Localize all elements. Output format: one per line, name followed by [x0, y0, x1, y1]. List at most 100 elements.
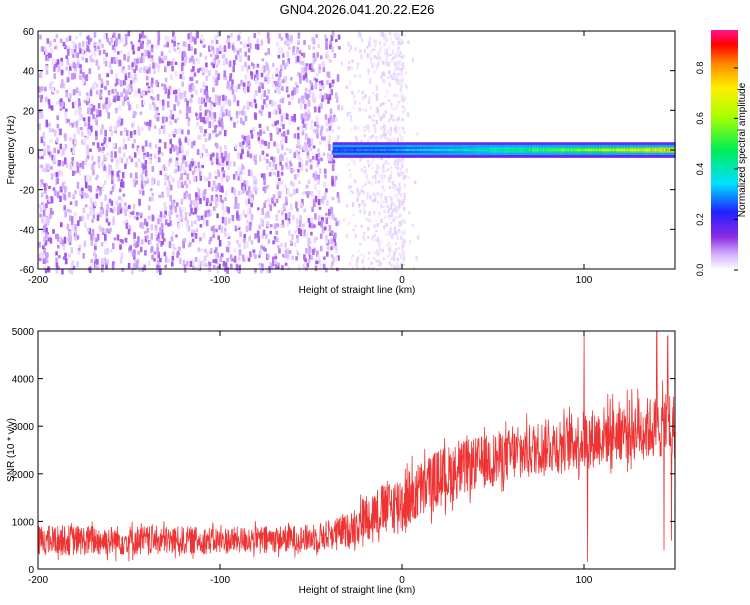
- spectrogram-cell: [247, 140, 251, 146]
- spectrogram-cell: [123, 54, 126, 61]
- spectrogram-cell: [375, 238, 378, 242]
- signal-band-cell: [538, 148, 541, 152]
- spectrogram-cell: [145, 221, 149, 227]
- spectrogram-cell: [313, 84, 316, 90]
- spectrogram-cell: [327, 213, 331, 219]
- signal-band-cell: [444, 148, 448, 152]
- spectrogram-ytick-label: 20: [23, 106, 35, 117]
- spectrogram-cell: [168, 180, 171, 187]
- spectrogram-cell: [382, 60, 385, 63]
- spectrogram-cell: [373, 124, 376, 127]
- spectrogram-cell: [57, 149, 60, 154]
- spectrogram-cell: [292, 215, 295, 221]
- spectrogram-cell: [299, 215, 302, 221]
- signal-band-cell: [577, 148, 580, 152]
- spectrogram-cell: [328, 224, 332, 232]
- spectrogram-cell: [253, 99, 257, 103]
- spectrogram-cell: [225, 40, 229, 44]
- spectrogram-cell: [134, 73, 137, 80]
- spectrogram-cell: [325, 235, 328, 240]
- signal-band-cell: [424, 148, 427, 152]
- spectrogram-cell: [280, 123, 283, 127]
- spectrogram-cell: [416, 131, 419, 136]
- spectrogram-cell: [135, 172, 138, 179]
- spectrogram-cell: [171, 256, 175, 261]
- spectrogram-cell: [63, 180, 66, 185]
- spectrogram-cell: [300, 113, 304, 121]
- spectrogram-cell: [401, 219, 404, 222]
- spectrogram-cell: [388, 118, 391, 123]
- signal-band-cell: [382, 148, 385, 152]
- spectrogram-cell: [155, 229, 158, 235]
- signal-band-cell: [373, 148, 376, 152]
- spectrogram-cell: [322, 196, 325, 202]
- spectrogram-cell: [84, 204, 88, 208]
- spectrogram-cell: [284, 213, 288, 220]
- spectrogram-cell: [267, 198, 270, 203]
- spectrogram-cell: [381, 134, 384, 138]
- spectrogram-cell: [122, 100, 125, 106]
- spectrogram-cell: [41, 217, 44, 224]
- spectrogram-cell: [407, 40, 410, 44]
- spectrogram-cell: [190, 200, 193, 205]
- spectrogram-cell: [40, 136, 44, 143]
- spectrogram-cell: [221, 162, 225, 167]
- spectrogram-cell: [224, 197, 227, 202]
- spectrogram-cell: [64, 144, 68, 149]
- spectrogram-cell: [94, 47, 97, 52]
- spectrogram-cell: [298, 73, 302, 78]
- spectrogram-cell: [70, 268, 74, 275]
- spectrogram-cell: [374, 174, 377, 179]
- spectrogram-cell: [192, 58, 196, 65]
- spectrogram-cell: [85, 158, 88, 163]
- spectrogram-cell: [110, 37, 113, 44]
- signal-band-cell: [552, 148, 555, 152]
- spectrogram-cell: [89, 148, 92, 152]
- spectrogram-cell: [55, 233, 58, 240]
- spectrogram-cell: [395, 76, 398, 80]
- spectrogram-cell: [360, 168, 363, 172]
- spectrogram-cell: [303, 113, 306, 118]
- spectrogram-cell: [369, 136, 373, 140]
- spectrogram-cell: [207, 209, 210, 213]
- spectrogram-cell: [164, 219, 168, 226]
- spectrogram-cell: [383, 73, 386, 77]
- spectrogram-cell: [373, 55, 376, 59]
- spectrogram-cell: [389, 232, 392, 235]
- spectrogram-cell: [227, 176, 231, 181]
- spectrogram-cell: [150, 44, 154, 50]
- spectrogram-cell: [308, 159, 312, 163]
- spectrogram-cell: [350, 118, 353, 122]
- spectrogram-cell: [60, 69, 64, 76]
- spectrogram-cell: [367, 180, 370, 184]
- spectrogram-cell: [277, 54, 281, 59]
- spectrogram-cell: [400, 219, 403, 224]
- spectrogram-ytick-label: 0: [28, 146, 34, 157]
- spectrogram-cell: [397, 72, 400, 76]
- spectrogram-cell: [215, 143, 219, 149]
- spectrogram-cell: [328, 144, 331, 151]
- spectrogram-cell: [117, 119, 120, 123]
- spectrogram-cell: [393, 229, 396, 234]
- signal-band-cell: [479, 148, 482, 152]
- spectrogram-cell: [147, 39, 150, 45]
- spectrogram-cell: [105, 108, 109, 113]
- spectrogram-cell: [39, 164, 43, 168]
- spectrogram-cell: [224, 144, 227, 150]
- spectrogram-cell: [395, 262, 398, 266]
- spectrogram-cell: [250, 170, 253, 177]
- spectrogram-cell: [103, 33, 106, 40]
- spectrogram-cell: [279, 224, 283, 228]
- spectrogram-cell: [387, 162, 390, 166]
- spectrogram-cell: [127, 31, 131, 37]
- spectrogram-cell: [312, 99, 316, 103]
- spectrogram-cell: [200, 248, 203, 252]
- spectrogram-cell: [226, 232, 230, 238]
- spectrogram-cell: [325, 212, 328, 216]
- spectrogram-cell: [372, 92, 375, 95]
- spectrogram-cell: [236, 212, 239, 219]
- signal-band-cell: [559, 148, 563, 152]
- spectrogram-cell: [50, 81, 54, 85]
- spectrogram-cell: [369, 76, 372, 80]
- spectrogram-cell: [97, 103, 101, 109]
